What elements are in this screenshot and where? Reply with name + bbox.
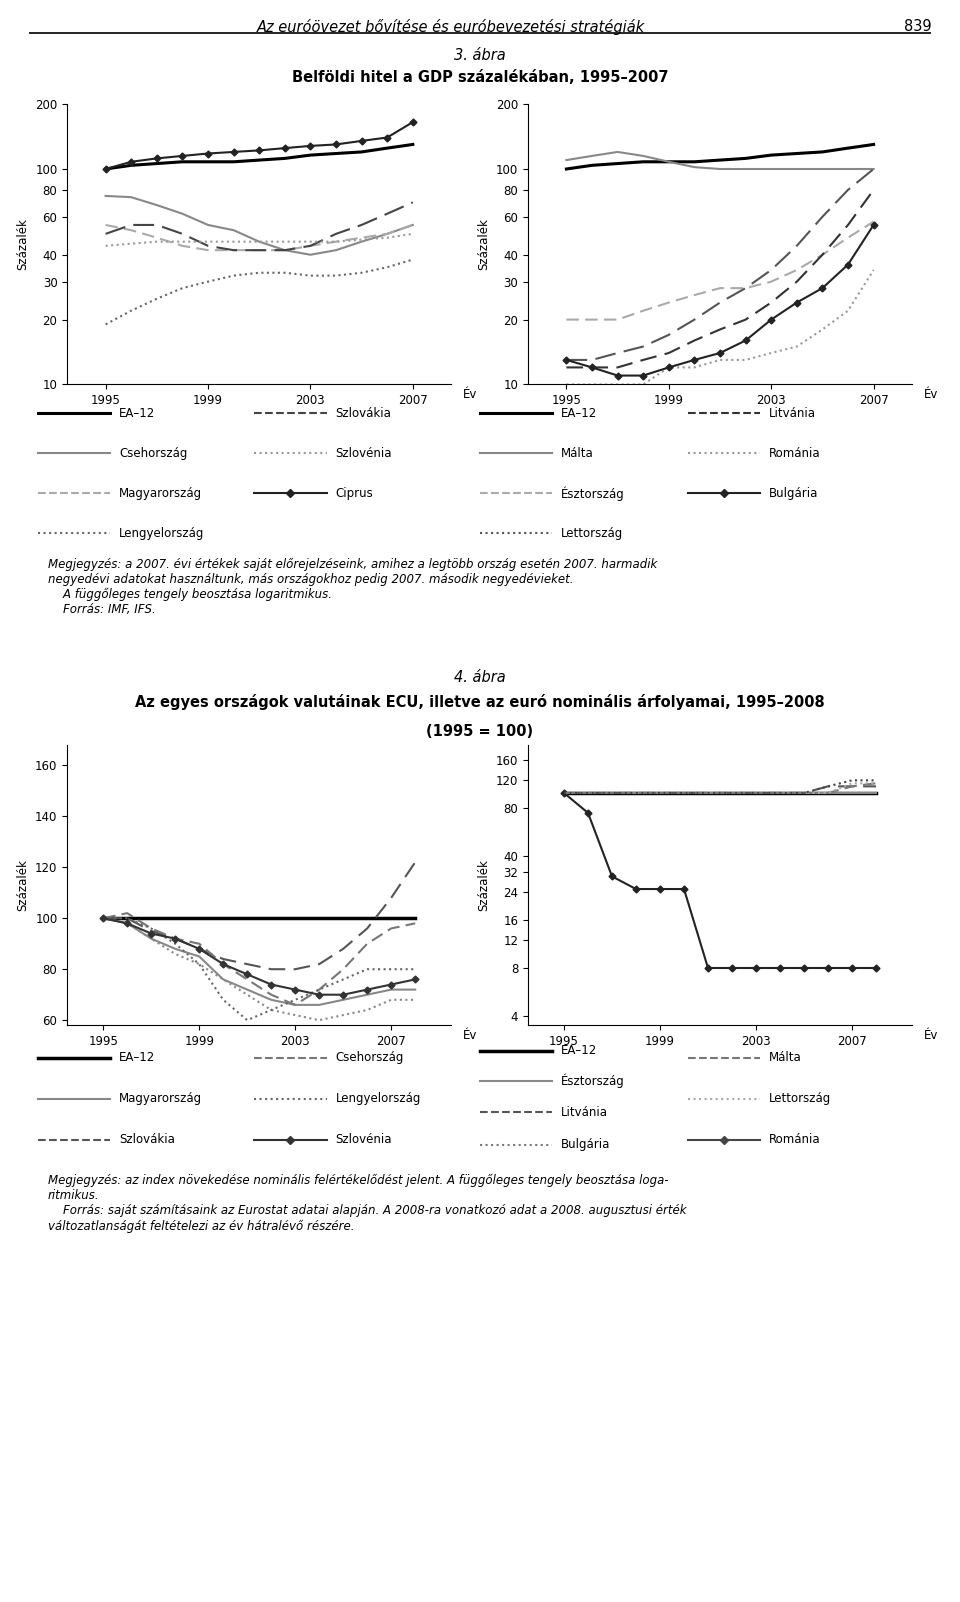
Text: Év: Év bbox=[924, 1030, 938, 1043]
Text: Bulgária: Bulgária bbox=[562, 1139, 611, 1152]
Text: Magyarország: Magyarország bbox=[119, 1093, 203, 1105]
Text: Megjegyzés: a 2007. évi értékek saját előrejelzéseink, amihez a legtöbb ország e: Megjegyzés: a 2007. évi értékek saját el… bbox=[48, 557, 658, 615]
Text: Lettország: Lettország bbox=[769, 1093, 831, 1105]
Y-axis label: Százalék: Százalék bbox=[16, 218, 30, 271]
Text: Az euróövezet bővítése és euróbevezetési stratégiák: Az euróövezet bővítése és euróbevezetési… bbox=[257, 19, 645, 35]
Text: Litvánia: Litvánia bbox=[562, 1105, 609, 1118]
Text: Az egyes országok valutáinak ECU, illetve az euró nominális árfolyamai, 1995–200: Az egyes országok valutáinak ECU, illetv… bbox=[135, 694, 825, 710]
Text: Észtország: Észtország bbox=[562, 485, 625, 501]
Text: 4. ábra: 4. ábra bbox=[454, 670, 506, 684]
Text: Magyarország: Magyarország bbox=[119, 487, 203, 500]
Text: Év: Év bbox=[463, 1030, 477, 1043]
Text: Év: Év bbox=[924, 389, 938, 402]
Text: (1995 = 100): (1995 = 100) bbox=[426, 724, 534, 739]
Text: Litvánia: Litvánia bbox=[769, 407, 816, 420]
Text: Belföldi hitel a GDP százalékában, 1995–2007: Belföldi hitel a GDP százalékában, 1995–… bbox=[292, 70, 668, 85]
Text: EA–12: EA–12 bbox=[119, 1051, 156, 1064]
Text: Románia: Románia bbox=[769, 447, 821, 460]
Text: Szlovénia: Szlovénia bbox=[336, 1133, 392, 1145]
Text: Év: Év bbox=[463, 389, 477, 402]
Text: Bulgária: Bulgária bbox=[769, 487, 818, 500]
Y-axis label: Százalék: Százalék bbox=[477, 218, 491, 271]
Text: EA–12: EA–12 bbox=[562, 1045, 597, 1057]
Text: EA–12: EA–12 bbox=[119, 407, 156, 420]
Text: Ciprus: Ciprus bbox=[336, 487, 373, 500]
Text: Megjegyzés: az index növekedése nominális felértékelődést jelent. A függőleges t: Megjegyzés: az index növekedése nomináli… bbox=[48, 1174, 686, 1232]
Text: EA–12: EA–12 bbox=[562, 407, 597, 420]
Y-axis label: Százalék: Százalék bbox=[16, 859, 30, 912]
Text: Románia: Románia bbox=[769, 1133, 821, 1145]
Text: Szlovákia: Szlovákia bbox=[119, 1133, 175, 1145]
Text: 3. ábra: 3. ábra bbox=[454, 48, 506, 62]
Text: Csehország: Csehország bbox=[119, 447, 187, 460]
Text: Lengyelország: Lengyelország bbox=[336, 1093, 421, 1105]
Text: Málta: Málta bbox=[769, 1051, 802, 1064]
Text: 839: 839 bbox=[903, 19, 931, 34]
Text: Lengyelország: Lengyelország bbox=[119, 527, 204, 540]
Text: Málta: Málta bbox=[562, 447, 594, 460]
Text: Csehország: Csehország bbox=[336, 1051, 404, 1064]
Text: Szlovákia: Szlovákia bbox=[336, 407, 392, 420]
Text: Lettország: Lettország bbox=[562, 527, 623, 540]
Text: Szlovénia: Szlovénia bbox=[336, 447, 392, 460]
Y-axis label: Százalék: Százalék bbox=[477, 859, 491, 912]
Text: Észtország: Észtország bbox=[562, 1073, 625, 1088]
